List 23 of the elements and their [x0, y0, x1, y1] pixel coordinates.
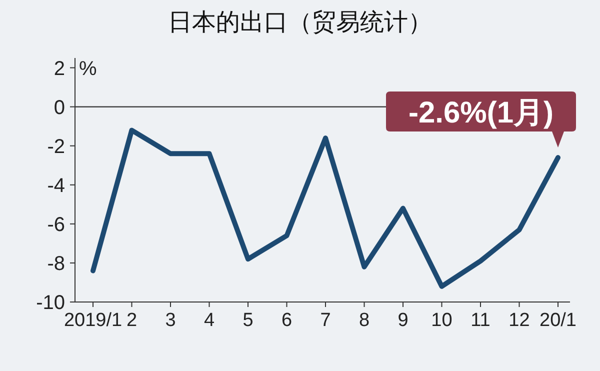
chart-title: 日本的出口（贸易统计） [168, 9, 432, 36]
y-tick-label: -2 [47, 136, 65, 158]
y-tick-label: -8 [47, 252, 65, 275]
x-tick-label: 2 [126, 310, 138, 331]
x-tick-label: 3 [165, 310, 176, 331]
x-tick-label: 4 [204, 310, 215, 331]
y-tick-label: 2 [54, 58, 65, 80]
x-tick-label: 5 [242, 310, 254, 331]
y-axis-title: % [79, 58, 97, 80]
x-tick-label: 12 [508, 310, 530, 331]
x-tick-label: 8 [358, 310, 370, 331]
x-tick-label: 6 [281, 310, 292, 331]
x-tick-label: 11 [470, 310, 490, 331]
y-tick-label: -10 [36, 292, 65, 314]
x-tick-label: 9 [398, 310, 408, 331]
x-tick-label: 10 [431, 310, 452, 331]
x-tick-label: 2019/1 [64, 310, 122, 331]
y-tick-label: 0 [54, 96, 65, 119]
x-tick-label: 7 [320, 310, 331, 331]
x-tick-label: 20/1 [540, 310, 576, 331]
y-tick-label: -4 [47, 174, 65, 197]
annotation: -2.6%(1月) [408, 96, 554, 130]
y-tick-label: -6 [47, 214, 65, 236]
